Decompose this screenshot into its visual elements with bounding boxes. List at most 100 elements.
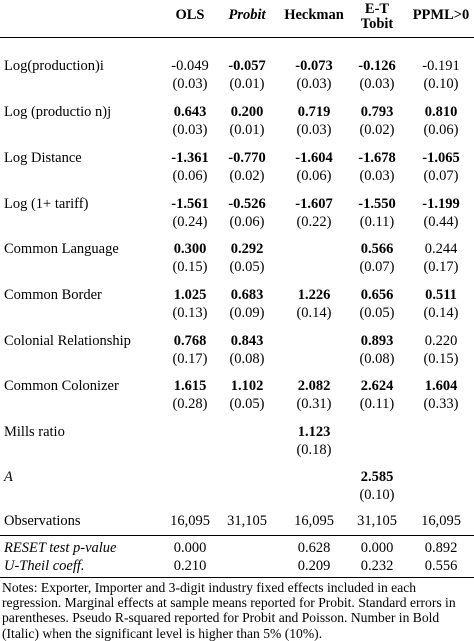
se-cell: (0.05) bbox=[229, 396, 265, 412]
se-cell: (0.09) bbox=[229, 305, 265, 321]
coef-cell: 0.220 bbox=[424, 333, 458, 349]
se-cell: (0.11) bbox=[359, 396, 395, 412]
test-cell: 0.556 bbox=[424, 558, 458, 574]
coef-cell: 0.719 bbox=[297, 104, 331, 120]
se-cell: (0.03) bbox=[296, 122, 332, 138]
se-cell: (0.31) bbox=[296, 396, 332, 412]
coef-cell: -0.049 bbox=[171, 58, 209, 74]
coef-cell: 1.025 bbox=[173, 287, 207, 303]
se-cell: (0.08) bbox=[229, 351, 265, 367]
coef-cell: -1.678 bbox=[358, 150, 396, 166]
row-label: Mills ratio bbox=[4, 424, 65, 440]
coef-cell: 0.656 bbox=[360, 287, 394, 303]
notes-line-4-text: (Italic) when the significant level is h… bbox=[2, 625, 323, 641]
se-cell: (0.13) bbox=[172, 305, 208, 321]
se-cell: (0.10) bbox=[423, 76, 459, 92]
row-label: Log(production)i bbox=[4, 58, 104, 74]
se-cell: (0.18) bbox=[296, 442, 332, 458]
row-label: Colonial Relationship bbox=[4, 333, 131, 349]
test-cell: 0.000 bbox=[360, 540, 394, 556]
coef-cell: -1.065 bbox=[422, 150, 460, 166]
se-cell: (0.15) bbox=[172, 259, 208, 275]
se-cell: (0.06) bbox=[229, 214, 265, 230]
column-header-2: Heckman bbox=[284, 7, 344, 23]
column-header-3: E-T Tobit bbox=[360, 1, 394, 32]
observations-label: Observations bbox=[4, 513, 81, 529]
coef-cell: 0.200 bbox=[230, 104, 264, 120]
row-label: Common Language bbox=[4, 241, 119, 257]
coef-cell: -1.199 bbox=[422, 196, 460, 212]
test-cell: 0.209 bbox=[297, 558, 331, 574]
coef-cell: 1.604 bbox=[424, 378, 458, 394]
se-cell: (0.05) bbox=[359, 305, 395, 321]
coef-cell: -0.191 bbox=[422, 58, 460, 74]
test-cell: 0.628 bbox=[297, 540, 331, 556]
row-label: Common Border bbox=[4, 287, 102, 303]
coef-cell: 1.102 bbox=[230, 378, 264, 394]
test-cell: 0.232 bbox=[360, 558, 394, 574]
se-cell: (0.01) bbox=[229, 76, 265, 92]
test-label: RESET test p-value bbox=[4, 540, 117, 556]
table-notes: Notes: Exporter, Importer and 3-digit in… bbox=[2, 580, 474, 641]
row-label: Log Distance bbox=[4, 150, 82, 166]
observations-cell: 16,095 bbox=[294, 513, 334, 529]
observations-cell: 16,095 bbox=[421, 513, 461, 529]
se-cell: (0.10) bbox=[359, 487, 395, 503]
observations-cell: 16,095 bbox=[170, 513, 210, 529]
se-cell: (0.06) bbox=[172, 168, 208, 184]
row-label: Common Colonizer bbox=[4, 378, 119, 394]
row-label: Log (productio n)j bbox=[4, 104, 112, 120]
se-cell: (0.06) bbox=[296, 168, 332, 184]
coef-cell: -1.607 bbox=[295, 196, 333, 212]
coef-cell: -1.561 bbox=[171, 196, 209, 212]
coef-cell: -0.526 bbox=[228, 196, 266, 212]
se-cell: (0.22) bbox=[296, 214, 332, 230]
coef-cell: 0.793 bbox=[360, 104, 394, 120]
se-cell: (0.01) bbox=[229, 122, 265, 138]
se-cell: (0.03) bbox=[359, 168, 395, 184]
coef-cell: -1.604 bbox=[295, 150, 333, 166]
coef-cell: 0.292 bbox=[230, 241, 264, 257]
se-cell: (0.14) bbox=[423, 305, 459, 321]
coef-cell: 0.683 bbox=[230, 287, 264, 303]
notes-line-3: parentheses. Pseudo R-squared reported f… bbox=[2, 610, 440, 626]
coef-cell: -0.770 bbox=[228, 150, 266, 166]
se-cell: (0.14) bbox=[296, 305, 332, 321]
row-label: A bbox=[4, 469, 13, 485]
coef-cell: 2.585 bbox=[360, 469, 394, 485]
se-cell: (0.08) bbox=[359, 351, 395, 367]
coef-cell: 1.226 bbox=[297, 287, 331, 303]
se-cell: (0.44) bbox=[423, 214, 459, 230]
coef-cell: 1.615 bbox=[173, 378, 207, 394]
se-cell: (0.24) bbox=[172, 214, 208, 230]
coef-cell: 0.810 bbox=[424, 104, 458, 120]
coef-cell: 0.893 bbox=[360, 333, 394, 349]
column-header-1: Probit bbox=[228, 7, 266, 23]
observations-rule bbox=[0, 535, 474, 536]
observations-cell: 31,105 bbox=[357, 513, 397, 529]
column-header-0: OLS bbox=[175, 7, 205, 23]
se-cell: (0.33) bbox=[423, 396, 459, 412]
observations-cell: 31,105 bbox=[227, 513, 267, 529]
coef-cell: 0.511 bbox=[425, 287, 457, 303]
coef-cell: 0.300 bbox=[173, 241, 207, 257]
coef-cell: 0.244 bbox=[424, 241, 458, 257]
coef-cell: 0.566 bbox=[360, 241, 394, 257]
test-label: U-Theil coeff. bbox=[4, 558, 85, 574]
row-label: Log (1+ tariff) bbox=[4, 196, 89, 212]
se-cell: (0.07) bbox=[359, 259, 395, 275]
se-cell: (0.05) bbox=[229, 259, 265, 275]
se-cell: (0.11) bbox=[359, 214, 395, 230]
se-cell: (0.28) bbox=[172, 396, 208, 412]
coef-cell: 0.768 bbox=[173, 333, 207, 349]
coef-cell: 0.643 bbox=[173, 104, 207, 120]
se-cell: (0.03) bbox=[359, 76, 395, 92]
coef-cell: 2.624 bbox=[360, 378, 394, 394]
test-cell: 0.210 bbox=[173, 558, 207, 574]
test-cell: 0.000 bbox=[173, 540, 207, 556]
coef-cell: 1.123 bbox=[297, 424, 331, 440]
se-cell: (0.02) bbox=[359, 122, 395, 138]
se-cell: (0.07) bbox=[423, 168, 459, 184]
coef-cell: 0.843 bbox=[230, 333, 264, 349]
coef-cell: -0.073 bbox=[295, 58, 333, 74]
